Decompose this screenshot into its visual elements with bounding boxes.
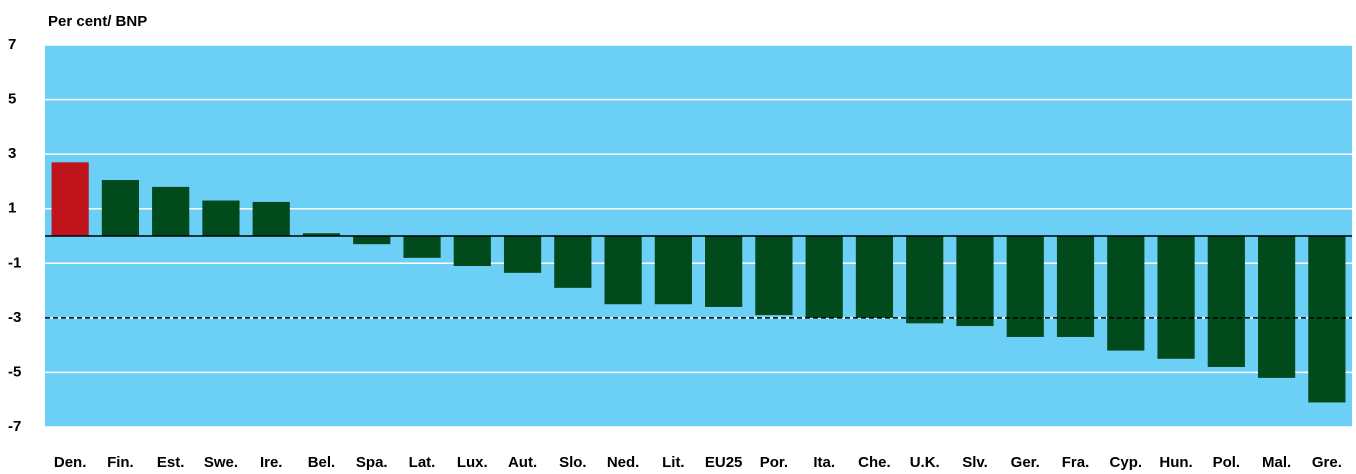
x-tick-label: EU25	[705, 454, 743, 471]
y-tick-label: -5	[8, 363, 21, 380]
bar	[252, 201, 290, 236]
x-tick-label: Por.	[760, 454, 788, 471]
bar	[705, 236, 743, 307]
bar	[152, 186, 190, 236]
y-tick-label: 7	[8, 36, 16, 53]
x-tick-label: Che.	[858, 454, 891, 471]
bar	[1107, 236, 1145, 351]
bar	[1056, 236, 1095, 337]
bar	[554, 236, 592, 288]
y-tick-label: 5	[8, 91, 16, 108]
x-tick-label: Cyp.	[1110, 454, 1143, 471]
x-tick-label: Swe.	[204, 454, 238, 471]
x-tick-label: Aut.	[508, 454, 537, 471]
bar	[453, 236, 491, 267]
x-tick-label: Slo.	[559, 454, 587, 471]
x-tick-label: Fin.	[107, 454, 134, 471]
bar	[1257, 236, 1296, 378]
x-tick-label: Hun.	[1159, 454, 1192, 471]
x-tick-label: Pol.	[1213, 454, 1241, 471]
bar	[604, 236, 642, 305]
bar	[755, 236, 793, 316]
x-tick-label: Lux.	[457, 454, 488, 471]
x-tick-label: Mal.	[1262, 454, 1291, 471]
y-tick-label: -7	[8, 418, 21, 435]
bar	[654, 236, 692, 305]
y-tick-label: -1	[8, 254, 21, 271]
x-tick-label: Est.	[157, 454, 185, 471]
x-tick-label: Gre.	[1312, 454, 1342, 471]
x-tick-label: Lat.	[409, 454, 436, 471]
bar	[1157, 236, 1195, 359]
x-tick-label: Ita.	[813, 454, 835, 471]
y-tick-label: 1	[8, 200, 16, 217]
x-tick-label: U.K.	[910, 454, 940, 471]
bar	[101, 180, 140, 236]
x-tick-label: Bel.	[308, 454, 336, 471]
bar	[855, 236, 894, 318]
x-tick-label: Den.	[54, 454, 87, 471]
x-tick-label: Fra.	[1062, 454, 1090, 471]
y-tick-label: 3	[8, 145, 16, 162]
bar	[1308, 236, 1346, 403]
bar	[906, 236, 944, 324]
bar	[302, 233, 341, 236]
bar	[403, 236, 441, 258]
chart-title: Per cent/ BNP	[48, 13, 147, 30]
x-tick-label: Ire.	[260, 454, 283, 471]
y-tick-label: -3	[8, 309, 21, 326]
x-tick-label: Ned.	[607, 454, 640, 471]
bar	[353, 236, 391, 245]
bar	[503, 236, 542, 273]
x-tick-label: Slv.	[962, 454, 988, 471]
bar	[202, 200, 240, 236]
x-tick-label: Spa.	[356, 454, 388, 471]
bar	[51, 162, 89, 236]
bar	[1207, 236, 1245, 367]
x-tick-label: Ger.	[1011, 454, 1040, 471]
x-tick-label: Lit.	[662, 454, 685, 471]
bar	[805, 236, 843, 318]
bar	[956, 236, 994, 327]
bar	[1006, 236, 1044, 337]
